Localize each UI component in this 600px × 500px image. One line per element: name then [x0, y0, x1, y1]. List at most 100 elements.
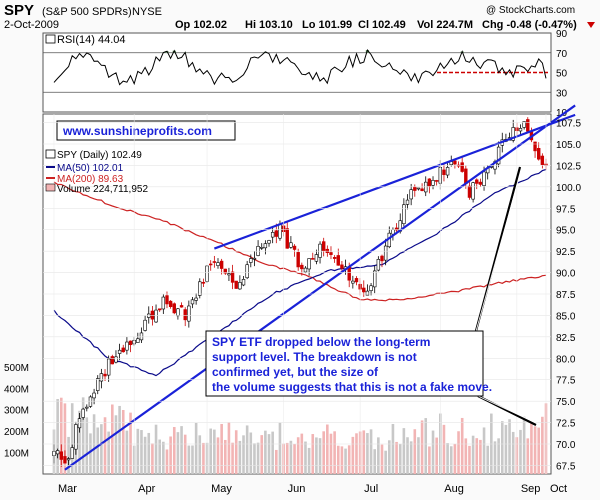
volume-bar — [475, 438, 479, 474]
security-name: (S&P 500 SPDRs) — [42, 6, 132, 18]
volume-bar — [67, 436, 70, 474]
candle-body — [96, 378, 100, 391]
volume-bar — [183, 434, 187, 474]
volume-bar — [169, 436, 172, 474]
candle-body — [471, 182, 475, 200]
candle-body — [369, 285, 373, 291]
annotation-line: confirmed yet, but the size of — [212, 365, 379, 379]
volume-bar — [172, 427, 176, 474]
annotation-text: SPY ETF dropped below the long-term suppo… — [212, 335, 492, 394]
candle-body — [285, 228, 289, 249]
volume-bar — [223, 439, 227, 474]
candle-body — [318, 243, 322, 258]
volume-bar — [387, 440, 391, 474]
volume-bar — [293, 444, 296, 474]
volume-bar — [318, 438, 322, 474]
candle-body — [263, 243, 268, 249]
candle-body — [183, 309, 187, 321]
volume-bar — [508, 419, 511, 474]
volume-tick-label: 100M — [4, 449, 29, 460]
volume-bar — [344, 448, 347, 474]
month-label: Mar — [58, 483, 77, 495]
price-toggle-icon[interactable] — [45, 149, 56, 159]
volume-bar — [420, 420, 424, 474]
candle-body — [445, 167, 450, 176]
volume-bar — [522, 416, 526, 474]
candle-body — [154, 309, 158, 323]
month-label: May — [211, 483, 232, 495]
volume-bar — [435, 437, 438, 474]
volume-bar — [322, 431, 325, 474]
month-label: Jul — [364, 483, 378, 495]
candle-body — [176, 308, 180, 317]
volume-bar — [267, 434, 271, 474]
volume-bar — [289, 440, 293, 474]
volume-bar — [216, 437, 220, 474]
candle-body — [329, 252, 333, 255]
volume-bar — [220, 423, 223, 474]
candle-body — [522, 121, 526, 128]
volume-bar — [242, 435, 245, 474]
volume-bar — [468, 445, 471, 474]
volume-bar — [347, 445, 351, 474]
volume-bar — [198, 435, 202, 474]
price-tick-label: 80.0 — [556, 354, 576, 365]
volume-bar — [442, 424, 446, 474]
legend-price: SPY (Daily) 102.49 — [57, 150, 142, 161]
candle-body — [117, 349, 122, 354]
candle-body — [128, 340, 133, 346]
ma50-line — [53, 168, 547, 377]
price-tick-label: 67.5 — [556, 461, 576, 472]
candle-body — [380, 255, 384, 262]
candle-body — [478, 181, 483, 185]
candle-body — [511, 127, 515, 141]
volume-bar — [446, 443, 449, 474]
volume-bar — [449, 446, 453, 474]
volume-bar — [245, 425, 249, 474]
volume-bar — [428, 446, 431, 474]
volume-bar — [100, 424, 103, 474]
candle-body — [241, 279, 246, 286]
candle-body — [55, 450, 60, 455]
price-tick-label: 75.0 — [556, 397, 576, 408]
candle-body — [136, 338, 140, 343]
price-tick-label: 105.0 — [556, 140, 581, 151]
copyright: @ StockCharts.com — [486, 5, 575, 16]
rsi-toggle-icon[interactable] — [45, 34, 56, 44]
volume-bar — [504, 424, 508, 474]
volume-bar — [541, 416, 544, 474]
candle-body — [267, 240, 271, 244]
price-tick-label: 82.5 — [556, 333, 576, 344]
volume-bar — [209, 428, 213, 474]
candle-body — [81, 408, 85, 418]
resistance-trendline — [213, 113, 576, 250]
volume-bar — [191, 445, 194, 474]
volume-tick-label: 500M — [4, 363, 29, 374]
volume-bar — [253, 443, 256, 474]
volume-bar — [380, 444, 384, 474]
volume-bar — [333, 431, 336, 474]
candle-body — [409, 189, 413, 200]
exchange: NYSE — [132, 6, 162, 18]
volume-bar — [373, 449, 377, 474]
volume-bar — [431, 430, 435, 474]
candle-body — [157, 308, 162, 311]
annotation-line: support level. The breakdown is not — [212, 350, 417, 364]
volume-swatch-icon — [45, 183, 56, 192]
price-tick-label: 87.5 — [556, 290, 576, 301]
candle-body — [85, 406, 89, 409]
volume-bar — [227, 422, 231, 474]
volume-bar — [260, 435, 264, 474]
candle-body — [314, 254, 319, 262]
volume-bar — [409, 441, 413, 474]
candle-body — [533, 141, 537, 152]
open: Op 102.02 — [175, 19, 227, 31]
volume-bar — [511, 431, 515, 474]
candle-body — [66, 458, 71, 461]
symbol: SPY — [4, 2, 34, 19]
candle-body — [270, 232, 275, 238]
volume-bar — [136, 428, 140, 474]
candle-body — [201, 281, 206, 284]
volume-bar — [121, 410, 125, 474]
